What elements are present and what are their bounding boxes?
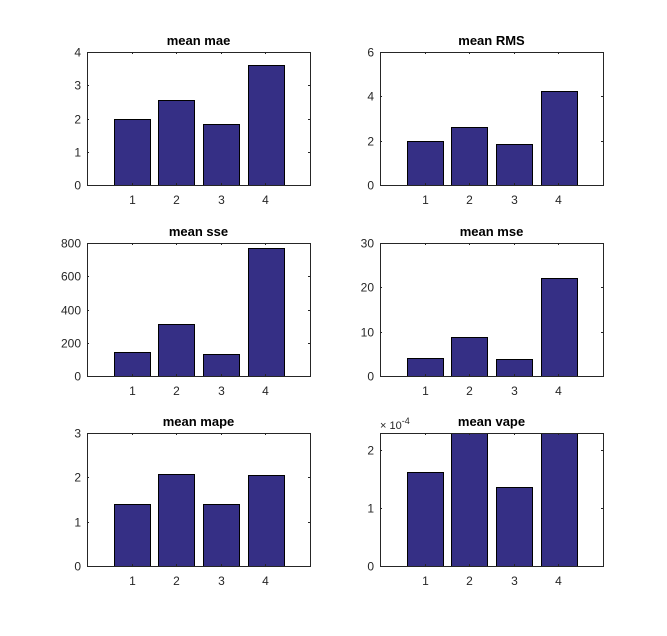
- x-tick-label: 4: [555, 574, 562, 588]
- subplot-title: mean sse: [169, 224, 228, 239]
- bar-3: [203, 504, 240, 567]
- y-tick-label: 2: [367, 444, 374, 458]
- y-tick-label: 400: [61, 304, 81, 318]
- bar-2: [158, 474, 195, 567]
- subplot-2: 1 2 3 4 0 2 4 6 mean RMS: [367, 33, 604, 207]
- subplot-4: 1 2 3 4 0 10 20 30 mean mse: [361, 224, 604, 398]
- bar-3: [203, 354, 240, 377]
- y-tick-label: 6: [367, 46, 374, 60]
- bar-2: [158, 100, 195, 186]
- y-tick-label: 3: [74, 427, 81, 441]
- bar-1: [407, 141, 444, 186]
- x-tick-label: 2: [173, 384, 180, 398]
- subplot-1: 1 2 3 4 0 1 2 3 4 mean mae: [74, 33, 311, 207]
- bar-3: [203, 124, 240, 186]
- subplot-title: mean mae: [167, 33, 231, 48]
- bar-1: [114, 352, 151, 377]
- subplot-title: mean mape: [163, 414, 235, 429]
- bar-3: [496, 359, 533, 377]
- y-tick-label: 20: [361, 281, 375, 295]
- x-tick-label: 3: [218, 384, 225, 398]
- bar-4: [248, 248, 285, 377]
- x-tick-label: 2: [466, 574, 473, 588]
- bar-1: [114, 119, 151, 186]
- y-tick-label: 0: [74, 370, 81, 384]
- x-tick-label: 1: [422, 574, 429, 588]
- y-exponent-power: -4: [402, 416, 410, 426]
- y-tick-label: 0: [367, 179, 374, 193]
- axes-box: [380, 243, 604, 377]
- axes-box: [87, 433, 311, 567]
- axes-box: [380, 433, 604, 567]
- y-tick-label: 600: [61, 270, 81, 284]
- y-tick-label: 4: [367, 90, 374, 104]
- y-tick-label: 0: [367, 560, 374, 574]
- bar-1: [407, 358, 444, 377]
- y-tick-label: 10: [361, 326, 375, 340]
- bar-4: [248, 475, 285, 567]
- subplot-title: mean vape: [458, 414, 525, 429]
- x-tick-label: 1: [422, 193, 429, 207]
- x-tick-label: 4: [555, 193, 562, 207]
- y-tick-label: 0: [367, 370, 374, 384]
- y-tick-label: 2: [367, 135, 374, 149]
- bar-3: [496, 487, 533, 567]
- x-tick-label: 3: [511, 384, 518, 398]
- y-tick-label: 2: [74, 113, 81, 127]
- bar-3: [496, 144, 533, 186]
- x-tick-label: 1: [129, 574, 136, 588]
- y-tick-label: 0: [74, 179, 81, 193]
- x-tick-label: 2: [173, 193, 180, 207]
- y-tick-label: 1: [74, 516, 81, 530]
- bar-4: [541, 91, 578, 186]
- bar-2: [451, 433, 488, 567]
- x-tick-label: 1: [129, 193, 136, 207]
- bar-4: [248, 65, 285, 186]
- bar-4: [541, 278, 578, 377]
- x-tick-label: 2: [466, 384, 473, 398]
- x-tick-label: 3: [511, 193, 518, 207]
- y-tick-label: 4: [74, 46, 81, 60]
- y-tick-label: 2: [74, 471, 81, 485]
- x-tick-label: 4: [262, 193, 269, 207]
- axes-box: [380, 52, 604, 186]
- bar-2: [451, 337, 488, 377]
- x-tick-label: 4: [262, 574, 269, 588]
- bar-2: [451, 127, 488, 186]
- subplot-title: mean RMS: [458, 33, 525, 48]
- bar-1: [114, 504, 151, 567]
- x-tick-label: 3: [218, 193, 225, 207]
- x-tick-label: 3: [218, 574, 225, 588]
- bar-2: [158, 324, 195, 377]
- x-tick-label: 4: [555, 384, 562, 398]
- x-tick-label: 1: [422, 384, 429, 398]
- y-tick-label: 30: [361, 237, 375, 251]
- y-tick-label: 1: [74, 146, 81, 160]
- bar-4: [541, 433, 578, 567]
- y-tick-label: 200: [61, 337, 81, 351]
- y-tick-label: 800: [61, 237, 81, 251]
- x-tick-label: 3: [511, 574, 518, 588]
- x-tick-label: 2: [466, 193, 473, 207]
- subplot-title: mean mse: [460, 224, 524, 239]
- y-tick-label: 0: [74, 560, 81, 574]
- subplot-3: 1 2 3 4 0 200 400 600 800 mean sse: [61, 224, 311, 398]
- x-tick-label: 1: [129, 384, 136, 398]
- bar-1: [407, 472, 444, 567]
- subplot-5: 1 2 3 4 0 1 2 3 mean mape: [74, 414, 311, 588]
- y-tick-label: 1: [367, 502, 374, 516]
- y-tick-label: 3: [74, 79, 81, 93]
- x-tick-label: 2: [173, 574, 180, 588]
- x-tick-label: 4: [262, 384, 269, 398]
